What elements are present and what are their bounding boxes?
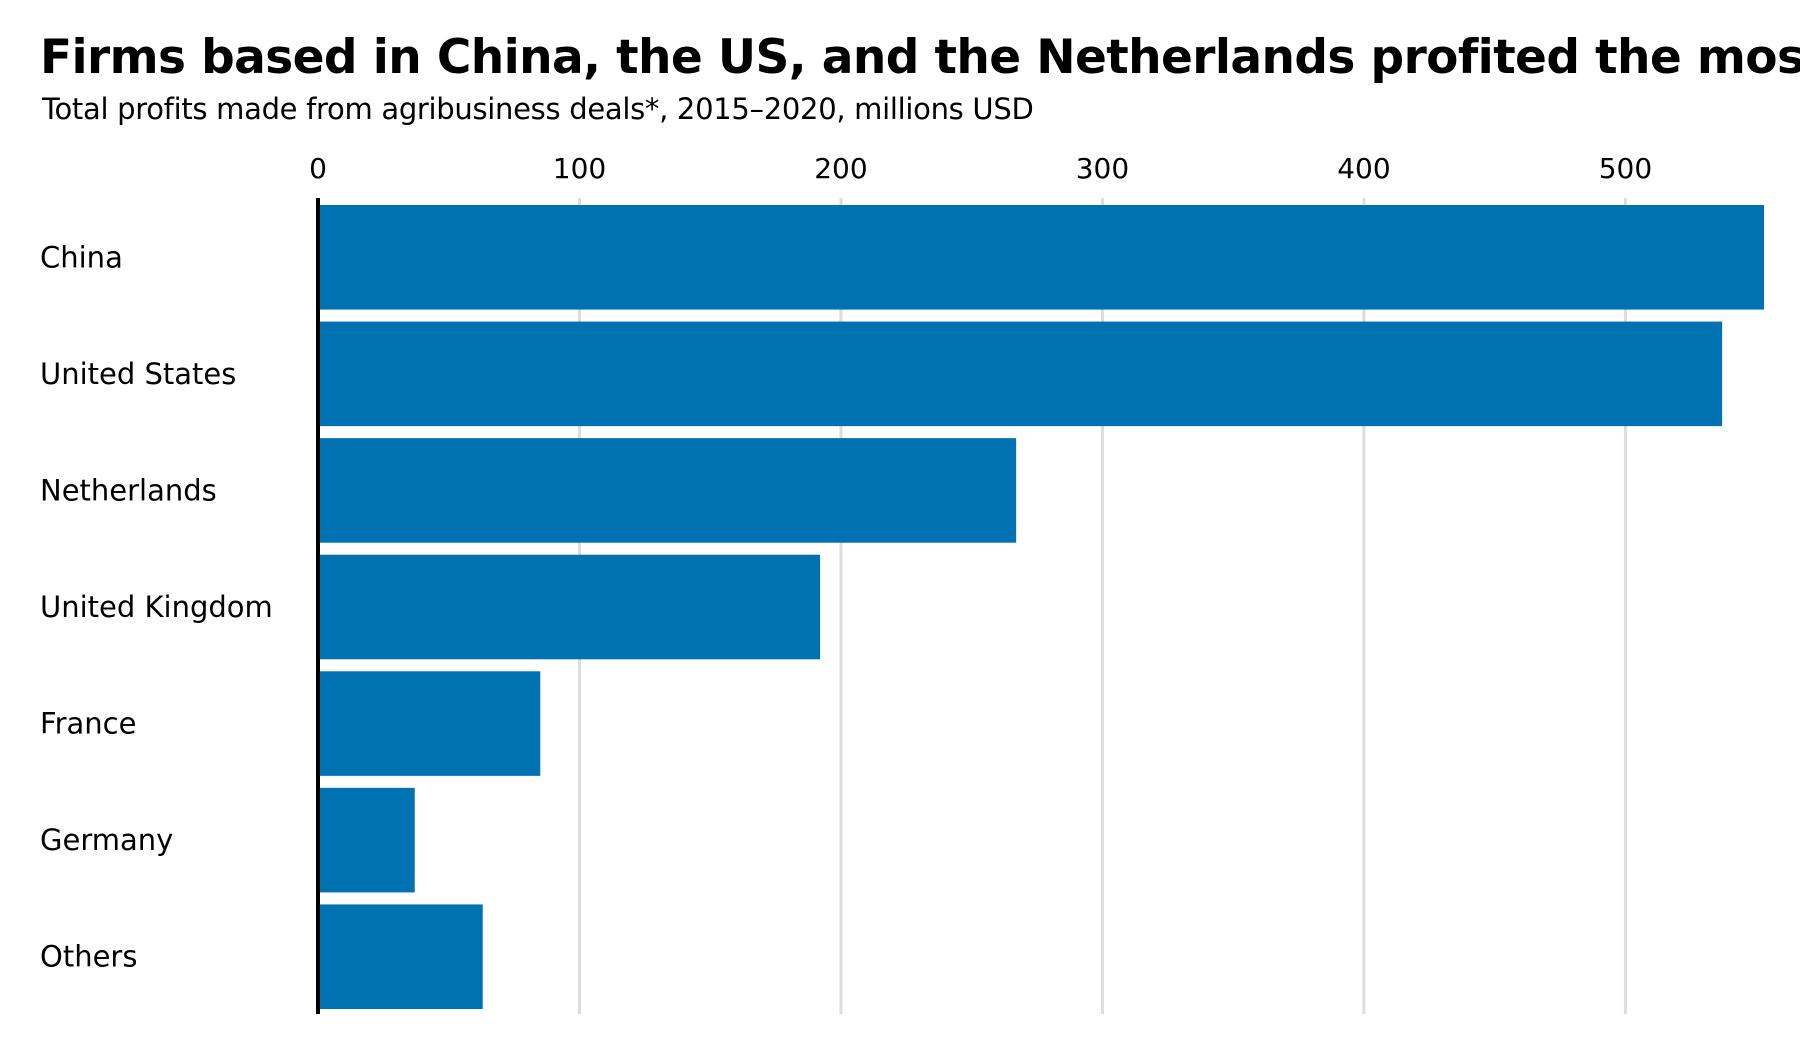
category-label-france: France <box>40 707 136 741</box>
category-labels: China United States Netherlands United King… <box>40 240 273 973</box>
x-tick-label-100: 100 <box>553 152 606 185</box>
x-tick-label-300: 300 <box>1076 152 1129 185</box>
bars <box>318 205 1764 1009</box>
x-tick-label-0: 0 <box>309 152 327 185</box>
bar-germany <box>318 787 415 893</box>
bar-united-kingdom <box>318 554 821 660</box>
bar-united-states <box>318 321 1723 427</box>
category-label-china: China <box>40 240 123 274</box>
chart-subtitle: Total profits made from agribusiness dea… <box>42 92 1034 126</box>
category-label-germany: Germany <box>40 823 173 857</box>
category-label-others: Others <box>40 940 137 974</box>
x-tick-labels: 0 100 200 300 400 500 <box>309 152 1652 185</box>
bar-others <box>318 904 483 1009</box>
chart-title: Firms based in China, the US, and the Ne… <box>40 30 1800 85</box>
bar-china <box>318 205 1764 310</box>
bar-netherlands <box>318 438 1017 543</box>
x-tick-label-500: 500 <box>1599 152 1652 185</box>
bar-france <box>318 671 541 776</box>
category-label-united-kingdom: United Kingdom <box>40 590 273 624</box>
x-tick-label-200: 200 <box>814 152 867 185</box>
x-tick-label-400: 400 <box>1337 152 1390 185</box>
category-label-netherlands: Netherlands <box>40 473 217 507</box>
category-label-united-states: United States <box>40 357 236 391</box>
